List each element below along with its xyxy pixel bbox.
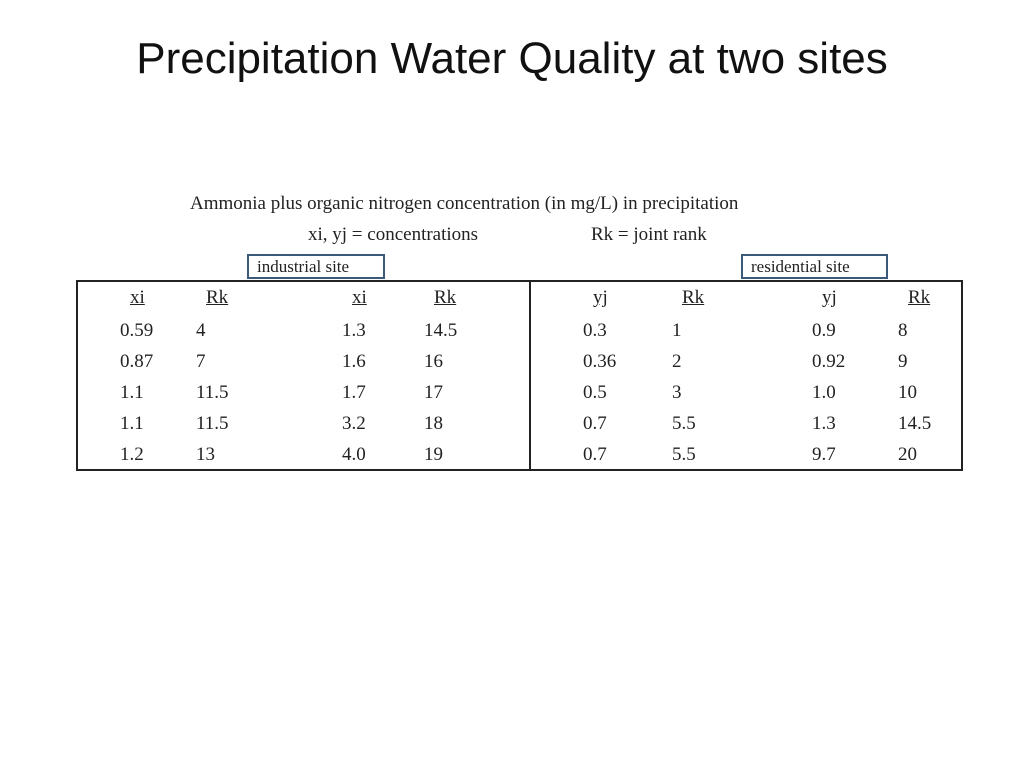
table-cell: 19	[424, 444, 443, 465]
table-cell: 7	[196, 351, 206, 372]
table-cell: 1	[672, 320, 682, 341]
table-cell: 13	[196, 444, 215, 465]
legend-concentrations: xi, yj = concentrations	[308, 224, 479, 245]
table-cell: 16	[424, 351, 443, 372]
table-cell: 8	[898, 320, 908, 341]
column-header: yj	[822, 287, 837, 308]
table-cell: 1.7	[342, 382, 366, 403]
column-header: xi	[130, 287, 145, 308]
table-cell: 1.6	[342, 351, 366, 372]
table-cell: 1.1	[120, 382, 144, 403]
column-header: xi	[352, 287, 367, 308]
table-cell: 0.9	[812, 320, 836, 341]
table-cell: 0.36	[583, 351, 617, 372]
table-cell: 17	[424, 382, 443, 403]
column-header: Rk	[908, 287, 931, 308]
legend-joint-rank: Rk = joint rank	[591, 224, 707, 245]
table-cell: 1.3	[812, 413, 836, 434]
table-cell: 4.0	[342, 444, 366, 465]
column-header: yj	[593, 287, 608, 308]
data-table	[76, 280, 963, 471]
table-cell: 0.87	[120, 351, 154, 372]
table-cell: 14.5	[424, 320, 458, 341]
table-cell: 1.2	[120, 444, 144, 465]
table-cell: 20	[898, 444, 917, 465]
table-cell: 11.5	[196, 413, 229, 434]
table-cell: 0.3	[583, 320, 607, 341]
industrial-site-label: industrial site	[247, 254, 385, 279]
table-cell: 0.92	[812, 351, 846, 372]
table-cell: 3.2	[342, 413, 366, 434]
table-cell: 0.59	[120, 320, 154, 341]
table-divider	[529, 280, 531, 471]
table-cell: 2	[672, 351, 682, 372]
column-header: Rk	[682, 287, 705, 308]
table-cell: 0.7	[583, 444, 607, 465]
table-cell: 0.5	[583, 382, 607, 403]
table-cell: 14.5	[898, 413, 932, 434]
table-cell: 5.5	[672, 413, 696, 434]
table-cell: 3	[672, 382, 682, 403]
residential-site-label: residential site	[741, 254, 888, 279]
table-cell: 4	[196, 320, 206, 341]
column-header: Rk	[206, 287, 229, 308]
table-caption: Ammonia plus organic nitrogen concentrat…	[190, 193, 739, 214]
table-cell: 9	[898, 351, 908, 372]
table-cell: 0.7	[583, 413, 607, 434]
table-cell: 5.5	[672, 444, 696, 465]
table-cell: 1.3	[342, 320, 366, 341]
table-cell: 11.5	[196, 382, 229, 403]
slide-title: Precipitation Water Quality at two sites	[136, 34, 888, 83]
table-cell: 10	[898, 382, 917, 403]
column-header: Rk	[434, 287, 457, 308]
table-cell: 1.1	[120, 413, 144, 434]
table-cell: 18	[424, 413, 443, 434]
table-cell: 9.7	[812, 444, 836, 465]
table-cell: 1.0	[812, 382, 836, 403]
